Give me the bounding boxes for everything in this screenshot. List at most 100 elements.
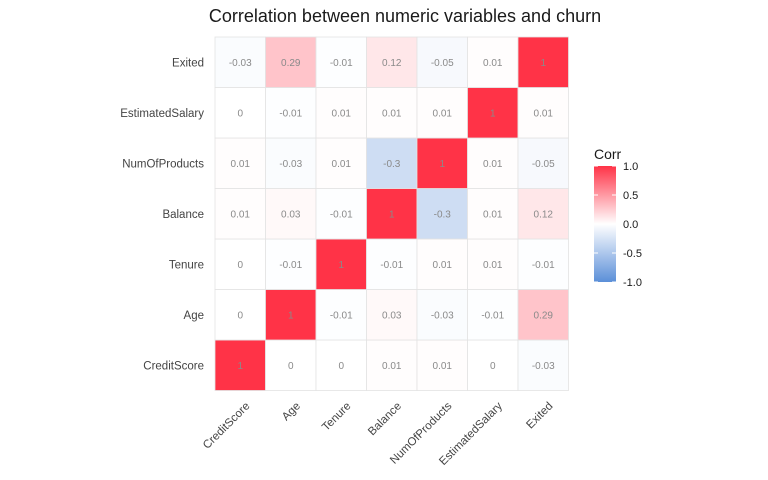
cell-value-label: 0.03 xyxy=(382,310,402,321)
cell-value-label: -0.01 xyxy=(532,260,555,271)
cell-value-label: 0.01 xyxy=(433,260,453,271)
cell-value-label: 0.03 xyxy=(281,209,301,220)
cell-value-label: 0 xyxy=(237,310,243,321)
cell-value-label: -0.3 xyxy=(383,159,401,170)
row-label: Tenure xyxy=(169,259,204,271)
cell-value-label: 1 xyxy=(338,260,344,271)
row-labels: CreditScore Age Tenure Balance NumOfProducts… xyxy=(120,57,204,372)
row-label: EstimatedSalary xyxy=(120,108,204,120)
heatmap-cell xyxy=(366,238,418,290)
cell-value-label: 0.12 xyxy=(534,209,554,220)
row-label: Exited xyxy=(172,57,204,69)
cell-value-label: -0.03 xyxy=(431,310,454,321)
cell-value-label: 1 xyxy=(439,159,445,170)
heatmap-cell xyxy=(214,137,266,189)
heatmap-cell xyxy=(416,339,468,391)
legend-colorbar xyxy=(594,166,616,282)
cell-value-label: 0.01 xyxy=(483,209,503,220)
heatmap-cell xyxy=(315,238,367,290)
row-label: Age xyxy=(184,310,204,322)
heatmap-cell xyxy=(416,36,468,88)
cell-value-label: 0.01 xyxy=(483,58,503,69)
cell-value-label: 0 xyxy=(237,108,243,119)
heatmap-cell xyxy=(467,188,519,240)
heatmap-cell xyxy=(265,289,317,341)
cell-value-label: -0.01 xyxy=(279,260,302,271)
cell-value-label: -0.03 xyxy=(229,58,252,69)
cell-value-label: -0.01 xyxy=(380,260,403,271)
column-label: Tenure xyxy=(320,400,353,433)
legend-tick-label: -0.5 xyxy=(623,248,642,260)
row-label: CreditScore xyxy=(143,360,204,372)
cell-value-label: -0.03 xyxy=(279,159,302,170)
cell-value-label: -0.01 xyxy=(279,108,302,119)
heatmap-cell xyxy=(517,137,569,189)
heatmap-cell xyxy=(467,87,519,139)
heatmap-cell xyxy=(315,289,367,341)
cell-value-label: 0 xyxy=(288,361,294,372)
cell-value-label: 1 xyxy=(490,108,496,119)
heatmap-cell xyxy=(366,188,418,240)
cell-value-label: 0.01 xyxy=(332,159,352,170)
cell-value-label: 0.29 xyxy=(534,310,554,321)
heatmap-cell xyxy=(214,339,266,391)
heatmap-cell xyxy=(315,36,367,88)
cell-value-label: -0.01 xyxy=(481,310,504,321)
heatmap-cell xyxy=(467,36,519,88)
heatmap-cell xyxy=(265,188,317,240)
heatmap-cell xyxy=(467,289,519,341)
cell-value-label: 0.01 xyxy=(332,108,352,119)
heatmap-cell xyxy=(467,137,519,189)
cell-value-label: 0 xyxy=(237,260,243,271)
heatmap-cell xyxy=(416,238,468,290)
heatmap-cell xyxy=(265,339,317,391)
cell-value-label: 1 xyxy=(540,58,546,69)
cell-value-label: 0 xyxy=(490,361,496,372)
column-label: Exited xyxy=(524,400,555,431)
cell-value-label: 0.01 xyxy=(382,108,402,119)
legend-tick-label: 0.0 xyxy=(623,219,638,231)
chart-title: Correlation between numeric variables an… xyxy=(209,6,601,26)
legend-tick-label: -1.0 xyxy=(623,277,642,289)
legend-tick-label: 0.5 xyxy=(623,190,638,202)
legend-title: Corr xyxy=(594,146,622,162)
heatmap-cell xyxy=(467,339,519,391)
heatmap-cell xyxy=(416,289,468,341)
heatmap-cell xyxy=(517,36,569,88)
heatmap-cell xyxy=(214,289,266,341)
heatmap-cell xyxy=(366,339,418,391)
column-label: Balance xyxy=(366,400,404,438)
heatmap-cell xyxy=(517,238,569,290)
cell-value-label: 0.01 xyxy=(231,209,251,220)
cell-value-label: 0.12 xyxy=(382,58,402,69)
heatmap-cell xyxy=(265,238,317,290)
heatmap-cell xyxy=(467,238,519,290)
cell-value-label: 0 xyxy=(338,361,344,372)
cell-value-label: -0.05 xyxy=(431,58,454,69)
heatmap-cell xyxy=(517,87,569,139)
cell-value-label: 0.01 xyxy=(433,108,453,119)
column-label: Age xyxy=(280,400,303,423)
cell-value-label: -0.01 xyxy=(330,58,353,69)
cell-value-label: 0.01 xyxy=(483,159,503,170)
cell-value-label: 0.01 xyxy=(534,108,554,119)
heatmap-grid: 1 0 0 0.01 0.01 0 -0.03 0 1 -0.01 0.03 -0.03 -0.01 0.… xyxy=(214,36,569,391)
cell-value-label: 1 xyxy=(389,209,395,220)
cell-value-label: 1 xyxy=(237,361,243,372)
heatmap-cell xyxy=(517,339,569,391)
heatmap-cell xyxy=(366,36,418,88)
cell-value-label: 0.29 xyxy=(281,58,301,69)
column-labels: CreditScore Age Tenure BalanceNumOfProducts… xyxy=(201,400,555,468)
heatmap-cell xyxy=(214,87,266,139)
cell-value-label: -0.01 xyxy=(330,310,353,321)
cell-value-label: 0.01 xyxy=(433,361,453,372)
heatmap-cell xyxy=(517,188,569,240)
cell-value-label: -0.01 xyxy=(330,209,353,220)
cell-value-label: -0.3 xyxy=(434,209,452,220)
cell-value-label: 0.01 xyxy=(231,159,251,170)
heatmap-cell xyxy=(315,87,367,139)
cell-value-label: 1 xyxy=(288,310,294,321)
cell-value-label: 0.01 xyxy=(483,260,503,271)
row-label: NumOfProducts xyxy=(122,158,204,170)
